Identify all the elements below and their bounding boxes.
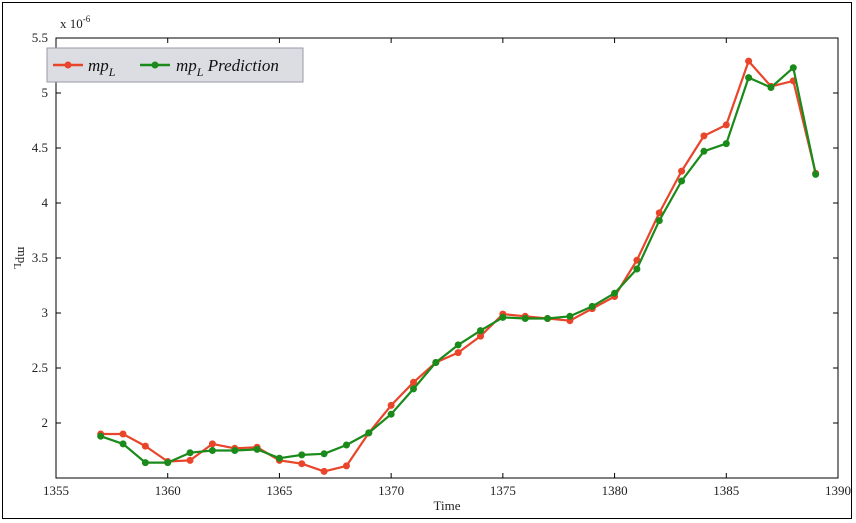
data-point (633, 256, 641, 264)
y-axis-label: mpL (11, 247, 30, 270)
data-point (700, 147, 708, 155)
y-tick-label: 2.5 (32, 360, 48, 375)
data-point (208, 447, 216, 454)
x-tick-label: 1390 (825, 483, 851, 498)
data-point (745, 74, 753, 82)
y-tick-label: 3 (42, 305, 49, 320)
plot-axes (55, 37, 839, 479)
data-point (722, 140, 730, 148)
data-point (432, 359, 440, 366)
legend-label-prediction: mpL Prediction (176, 56, 279, 79)
data-point (655, 209, 663, 217)
data-point (387, 401, 395, 409)
x-tick-label: 1370 (378, 483, 404, 498)
legend-entry-mpl: mpL (53, 56, 116, 79)
data-point (454, 349, 462, 357)
data-point (387, 410, 395, 418)
legend-label-mpl: mpL (88, 56, 116, 79)
axis-ticks: 1355 1360 1365 1370 1375 1380 1385 1390 2 2.5 3 3.5… (32, 30, 851, 498)
y-tick-label: 4 (42, 195, 49, 210)
data-point (253, 445, 261, 453)
y-tick-label: 5 (42, 85, 49, 100)
x-tick-label: 1355 (43, 483, 69, 498)
plot-area (55, 37, 839, 479)
data-point (231, 447, 239, 454)
y-tick-label: 5.5 (32, 30, 48, 45)
data-point (789, 64, 797, 72)
data-point (320, 467, 328, 475)
y-tick-label: 4.5 (32, 140, 48, 155)
x-tick-label: 1360 (155, 483, 181, 498)
data-point (678, 167, 686, 175)
legend-marker-prediction (151, 61, 159, 69)
data-point (700, 132, 708, 140)
data-point (164, 459, 172, 467)
data-point (812, 170, 820, 178)
data-point (499, 313, 507, 321)
data-point (298, 460, 306, 468)
x-tick-label: 1380 (602, 483, 628, 498)
data-point (342, 441, 350, 449)
data-point (208, 440, 216, 448)
data-point (141, 442, 149, 450)
data-point (119, 440, 127, 448)
data-point (97, 432, 105, 440)
data-point (722, 121, 730, 129)
y-exponent-label: x 10-6 (60, 14, 91, 31)
y-tick-label: 3.5 (32, 250, 48, 265)
series-group (97, 57, 820, 475)
legend-box (46, 47, 304, 83)
x-tick-label: 1365 (266, 483, 292, 498)
data-point (298, 451, 306, 459)
data-point (275, 454, 283, 462)
legend: mpL mpL Prediction (46, 47, 304, 83)
legend-marker-mpl (64, 61, 72, 69)
data-point (633, 265, 641, 273)
data-point (365, 429, 373, 437)
data-point (611, 289, 619, 297)
data-point (119, 430, 127, 438)
x-tick-label: 1375 (490, 483, 516, 498)
data-point (342, 462, 350, 470)
series-1 (97, 64, 820, 467)
x-tick-label: 1385 (713, 483, 739, 498)
data-point (320, 450, 328, 458)
data-point (588, 302, 596, 310)
data-point (477, 332, 485, 340)
data-point (745, 57, 753, 65)
data-point (409, 385, 417, 393)
data-point (544, 315, 552, 322)
legend-entry-prediction: mpL Prediction (140, 56, 279, 79)
data-point (454, 341, 462, 349)
data-point (521, 315, 529, 322)
data-point (655, 217, 663, 225)
data-point (186, 456, 194, 464)
data-point (678, 177, 686, 185)
data-point (141, 459, 149, 467)
y-tick-label: 2 (42, 415, 49, 430)
x-axis-label: Time (434, 498, 461, 513)
data-point (409, 378, 417, 386)
data-point (186, 449, 194, 457)
data-point (477, 327, 485, 335)
data-point (767, 84, 775, 91)
data-point (566, 312, 574, 320)
